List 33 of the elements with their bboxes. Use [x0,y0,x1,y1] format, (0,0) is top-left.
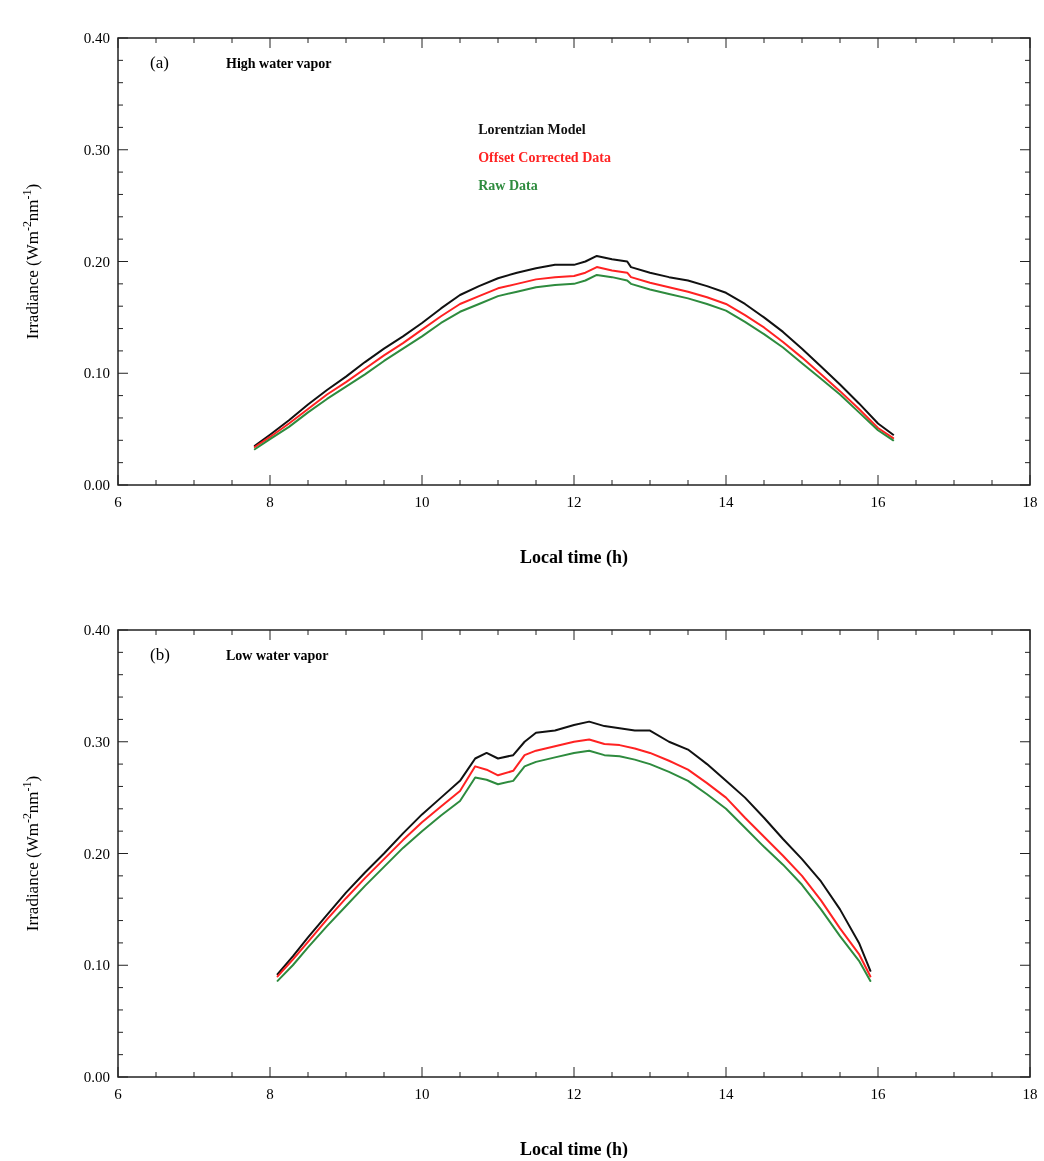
x-tick-label: 18 [1022,1086,1038,1102]
y-tick-label: 0.10 [83,957,110,974]
y-tick-label: 0.00 [83,1069,110,1085]
x-tick-label: 12 [566,1086,582,1102]
x-tick-label: 10 [414,494,430,510]
annotation: (a) [150,53,169,72]
text: Raw Data [478,178,538,194]
y-tick-label: 0.30 [83,141,110,158]
text: Offset Corrected Data [478,150,611,166]
annotation: Low water vapor [226,648,329,663]
y-tick-label: 0.30 [83,733,110,750]
x-tick-label: 16 [870,1086,886,1102]
x-tick-label: 12 [566,494,582,510]
annotation: (b) [150,645,170,664]
x-tick-label: 6 [114,1086,123,1102]
y-tick-label: 0.40 [83,622,110,638]
x-tick-label: 8 [266,1086,274,1102]
y-tick-label: 0.10 [83,365,110,382]
x-axis-title: Local time (h) [520,1139,628,1160]
x-tick-label: 14 [718,1086,734,1102]
x-tick-label: 16 [870,494,886,510]
y-tick-label: 0.40 [83,30,110,46]
y-tick-label: 0.00 [83,477,110,493]
x-tick-label: 10 [414,1086,430,1102]
y-tick-label: 0.20 [83,845,110,862]
x-tick-label: 6 [114,494,123,510]
annotation: High water vapor [226,56,332,71]
x-tick-label: 18 [1022,494,1038,510]
x-tick-label: 8 [266,494,274,510]
x-tick-label: 14 [718,494,734,510]
text: Lorentzian Model [478,122,586,138]
x-axis-title: Local time (h) [520,547,628,568]
y-tick-label: 0.20 [83,253,110,270]
